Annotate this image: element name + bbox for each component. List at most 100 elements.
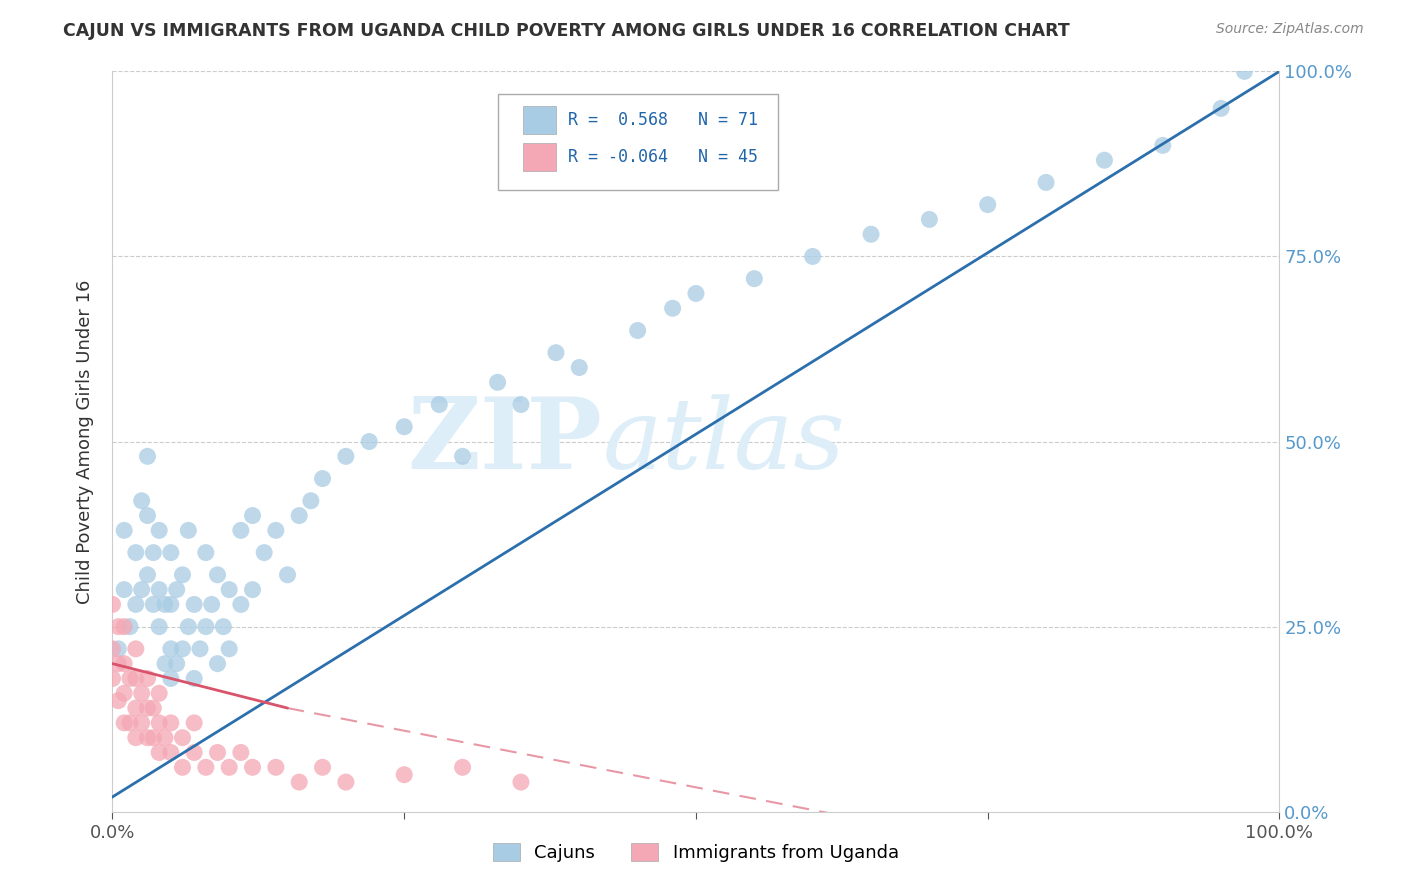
Point [131,715,153,730]
Point [242,582,264,597]
Point [160,546,183,560]
Point [125,672,148,686]
Point [183,746,205,760]
Point [160,715,183,730]
Bar [523,106,555,135]
Point [183,715,205,730]
Point [107,641,129,656]
Point [627,324,650,338]
Point [183,598,205,612]
Point [148,686,170,700]
Point [148,619,170,633]
Point [177,619,200,633]
Point [125,598,148,612]
Point [229,746,252,760]
Point [1152,138,1174,153]
Point [1094,153,1116,168]
Point [107,619,129,633]
Point [183,672,205,686]
Point [218,641,240,656]
Point [142,598,165,612]
Point [801,250,824,264]
Text: R =  0.568   N = 71: R = 0.568 N = 71 [568,112,758,129]
Point [112,524,135,538]
Point [177,524,200,538]
Point [860,227,883,242]
Point [107,657,129,671]
Text: atlas: atlas [603,394,845,489]
Point [451,450,474,464]
Point [212,619,235,633]
Point [112,657,135,671]
Point [153,657,176,671]
Point [568,360,591,375]
Point [335,775,357,789]
Point [242,760,264,774]
Point [131,582,153,597]
Point [118,672,141,686]
Point [661,301,683,316]
Point [207,746,229,760]
Point [142,546,165,560]
Point [101,672,124,686]
Point [136,731,159,745]
Bar [523,144,555,171]
Point [509,398,531,412]
Point [976,197,998,211]
Point [335,450,357,464]
Point [242,508,264,523]
Point [201,598,224,612]
Point [112,619,135,633]
Point [207,567,229,582]
Point [112,715,135,730]
Text: ZIP: ZIP [408,393,603,490]
Point [918,212,941,227]
Point [125,701,148,715]
Point [136,450,159,464]
Point [131,493,153,508]
Point [172,760,194,774]
Point [125,546,148,560]
Point [172,731,194,745]
Text: Source: ZipAtlas.com: Source: ZipAtlas.com [1216,22,1364,37]
Point [160,598,183,612]
Point [1233,64,1256,78]
Point [394,767,416,781]
Point [188,641,211,656]
Point [544,345,567,359]
Point [394,419,416,434]
Point [1209,102,1232,116]
Point [207,657,229,671]
Legend: Cajuns, Immigrants from Uganda: Cajuns, Immigrants from Uganda [485,836,907,870]
Point [153,731,176,745]
FancyBboxPatch shape [498,94,778,190]
Point [136,508,159,523]
Y-axis label: Child Poverty Among Girls Under 16: Child Poverty Among Girls Under 16 [76,279,94,604]
Point [264,760,287,774]
Point [160,746,183,760]
Point [264,524,287,538]
Point [142,731,165,745]
Point [136,701,159,715]
Text: CAJUN VS IMMIGRANTS FROM UGANDA CHILD POVERTY AMONG GIRLS UNDER 16 CORRELATION C: CAJUN VS IMMIGRANTS FROM UGANDA CHILD PO… [63,22,1070,40]
Point [276,567,298,582]
Point [194,760,217,774]
Point [112,686,135,700]
Point [288,508,311,523]
Point [218,760,240,774]
Point [125,731,148,745]
Point [311,471,333,485]
Point [486,376,509,390]
Point [744,271,766,285]
Point [101,598,124,612]
Point [131,686,153,700]
Point [142,701,165,715]
Point [194,619,217,633]
Point [172,567,194,582]
Point [148,746,170,760]
Point [107,694,129,708]
Point [253,546,276,560]
Point [311,760,333,774]
Point [166,582,188,597]
Point [112,582,135,597]
